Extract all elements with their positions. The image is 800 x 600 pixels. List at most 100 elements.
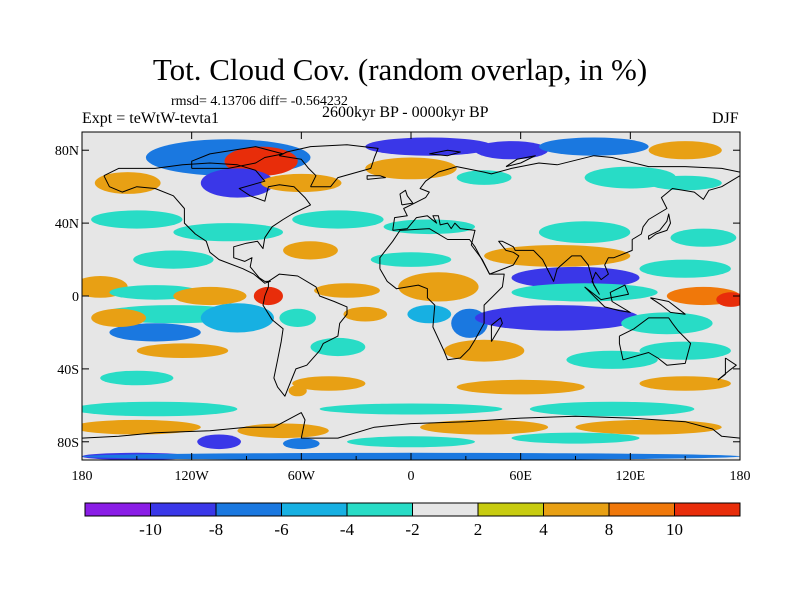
y-tick-label: 0: [72, 290, 79, 305]
coastline-australia: [618, 317, 692, 366]
colorbar-swatch: [281, 502, 348, 517]
stats-text: rmsd= 4.13706 diff= -0.564232: [171, 94, 348, 109]
colorbar-label: -2: [405, 520, 419, 539]
y-tick-label: 40N: [55, 217, 79, 232]
anomaly-patch-37: [91, 308, 146, 327]
x-tick-label: 60W: [288, 469, 316, 484]
colorbar-swatch: [674, 502, 741, 517]
colorbar-swatch: [150, 502, 217, 517]
coastline-uk: [399, 189, 414, 206]
coastline-arctic-islands: [191, 146, 284, 169]
anomaly-patch-23: [639, 259, 731, 278]
coastline-indonesia: [584, 284, 631, 313]
anomaly-patch-31: [511, 283, 658, 302]
coastline-layer: [82, 144, 740, 439]
anomaly-patch-51: [288, 385, 307, 397]
colorbar-swatch: [84, 502, 151, 517]
season-label: DJF: [712, 110, 739, 127]
anomaly-patch-53: [639, 376, 731, 391]
colorbar-swatch: [543, 502, 610, 517]
coastline-new-zealand: [717, 357, 737, 381]
coastline-south-america: [262, 273, 348, 397]
anomaly-patch-7: [539, 137, 649, 156]
anomaly-patch-38: [279, 308, 317, 327]
anomaly-patch-62: [283, 438, 320, 450]
coastline-japan: [648, 213, 671, 240]
colorbar-swatch: [346, 502, 413, 517]
anomaly-patch-55: [319, 403, 503, 415]
anomaly-patch-46: [310, 337, 366, 357]
coastline-madagascar: [490, 317, 503, 342]
x-tick-label: 180: [72, 469, 93, 484]
coastline-eurasia: [392, 155, 740, 295]
colorbar-label: 8: [605, 520, 614, 539]
anomaly-patch-64: [511, 432, 640, 444]
anomaly-patch-20: [283, 241, 338, 260]
experiment-label: Expt = teWtW-tevta1: [82, 110, 219, 127]
anomaly-patch-59: [420, 419, 549, 435]
coastline-novaya-zemlya: [505, 155, 536, 168]
anomaly-patch-36: [200, 303, 274, 333]
anomaly-patch-19: [133, 250, 214, 269]
coastline-africa: [379, 228, 505, 361]
anomaly-patch-27: [253, 286, 283, 306]
colorbar-label: -8: [209, 520, 223, 539]
anomaly-patch-43: [621, 312, 713, 335]
coastline-north-america: [103, 162, 311, 284]
anomaly-patch-16: [383, 219, 475, 235]
anomaly-patch-17: [538, 221, 631, 244]
anomaly-patch-57: [82, 419, 201, 435]
y-tick-label: 80S: [57, 436, 79, 451]
colorbar-swatch: [477, 502, 544, 517]
anomaly-patch-52: [456, 379, 585, 395]
coastline-svalbard: [429, 149, 461, 157]
anomaly-patch-33: [716, 292, 740, 307]
anomaly-patch-47: [443, 339, 525, 362]
anomaly-patch-8: [648, 141, 722, 160]
colorbar-swatch: [412, 502, 479, 517]
colorbar-label: -10: [139, 520, 162, 539]
period-label: 2600kyr BP - 0000kyr BP: [322, 104, 489, 121]
anomaly-patch-50: [292, 376, 366, 391]
coastline-greenland: [278, 144, 379, 188]
anomaly-field-layer: [82, 137, 740, 460]
anomaly-patch-45: [136, 343, 229, 359]
colorbar-label: -6: [274, 520, 288, 539]
colorbar-label: 10: [666, 520, 683, 539]
anomaly-patch-54: [82, 401, 238, 417]
anomaly-patch-14: [173, 223, 283, 242]
anomaly-patch-3: [94, 172, 161, 194]
anomaly-patch-40: [407, 305, 452, 324]
anomaly-patch-28: [314, 283, 380, 298]
anomaly-patch-12: [648, 175, 722, 191]
x-tick-label: 60E: [509, 469, 532, 484]
anomaly-patch-61: [197, 434, 242, 450]
anomaly-patch-44: [639, 341, 731, 360]
x-tick-label: 120E: [616, 469, 646, 484]
anomaly-patch-9: [365, 157, 457, 180]
coastline-new-guinea: [650, 297, 686, 315]
anomaly-patch-48: [566, 350, 658, 369]
anomaly-patch-42: [474, 305, 640, 331]
coastline-antarctica: [82, 412, 740, 439]
anomaly-patch-2: [200, 168, 274, 198]
x-axis: 180 120W 60W 0 60E 120E 180: [72, 132, 751, 484]
y-tick-label: 80N: [55, 144, 79, 159]
anomaly-patch-1: [224, 146, 298, 176]
anomaly-patch-15: [292, 210, 384, 229]
anomaly-patch-49: [100, 370, 174, 386]
anomaly-patch-26: [173, 286, 247, 306]
anomaly-patch-35: [109, 323, 201, 342]
chart-title: Tot. Cloud Cov. (random overlap, in %): [152, 52, 648, 87]
x-tick-label: 120W: [175, 469, 210, 484]
colorbar: -10 -8 -6 -4 -2 2 4 8 10: [84, 502, 741, 539]
colorbar-label: 2: [474, 520, 483, 539]
colorbar-swatch: [215, 502, 282, 517]
anomaly-patch-56: [529, 401, 695, 417]
y-axis: 80N 40N 0 40S 80S: [55, 144, 740, 451]
colorbar-swatch: [608, 502, 675, 517]
anomaly-patch-18: [670, 228, 737, 247]
x-tick-label: 0: [408, 469, 415, 484]
anomaly-patch-39: [343, 306, 388, 322]
